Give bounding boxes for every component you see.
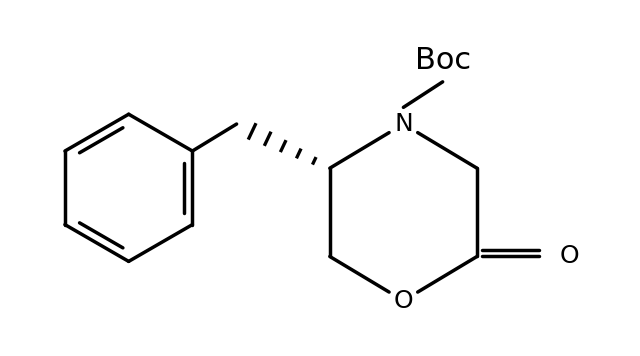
Text: O: O (394, 289, 413, 313)
Text: Boc: Boc (415, 46, 470, 75)
Text: O: O (559, 245, 579, 268)
Text: N: N (394, 112, 413, 136)
